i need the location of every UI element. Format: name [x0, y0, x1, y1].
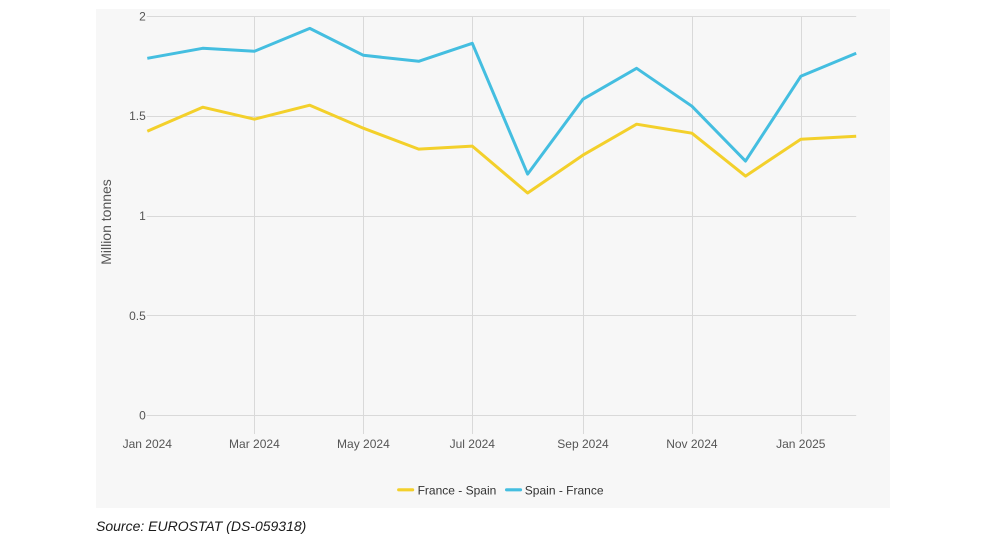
svg-text:1: 1 [139, 209, 146, 223]
svg-text:0: 0 [139, 409, 146, 423]
svg-text:Jan 2024: Jan 2024 [123, 437, 173, 451]
svg-text:May 2024: May 2024 [337, 437, 390, 451]
svg-text:Nov 2024: Nov 2024 [666, 437, 718, 451]
svg-text:Jan 2025: Jan 2025 [776, 437, 826, 451]
svg-text:Million tonnes: Million tonnes [98, 179, 114, 265]
svg-text:Sep 2024: Sep 2024 [557, 437, 609, 451]
svg-text:France - Spain: France - Spain [418, 484, 497, 498]
svg-text:Jul 2024: Jul 2024 [450, 437, 496, 451]
svg-text:Spain - France: Spain - France [525, 484, 604, 498]
svg-text:1.5: 1.5 [129, 109, 146, 123]
svg-text:2: 2 [139, 9, 146, 23]
svg-text:0.5: 0.5 [129, 309, 146, 323]
svg-text:Mar 2024: Mar 2024 [229, 437, 280, 451]
